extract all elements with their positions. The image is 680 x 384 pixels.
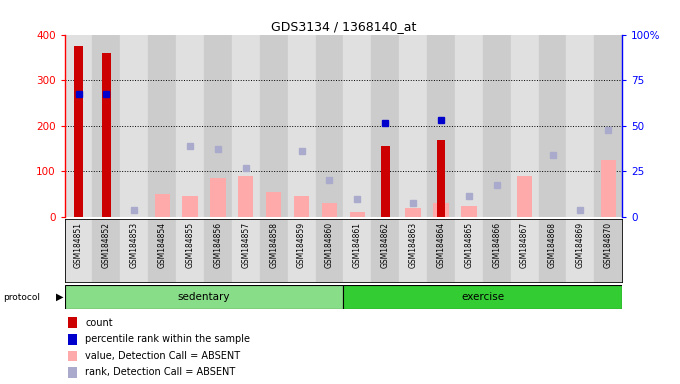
Bar xyxy=(316,35,343,217)
Bar xyxy=(399,219,427,282)
Bar xyxy=(461,205,477,217)
Text: percentile rank within the sample: percentile rank within the sample xyxy=(85,334,250,344)
Bar xyxy=(371,219,399,282)
Bar xyxy=(294,197,309,217)
Text: rank, Detection Call = ABSENT: rank, Detection Call = ABSENT xyxy=(85,367,235,377)
Bar xyxy=(381,146,390,217)
Bar xyxy=(232,219,260,282)
Bar xyxy=(427,35,455,217)
Text: exercise: exercise xyxy=(461,292,505,302)
Text: GSM184851: GSM184851 xyxy=(74,222,83,268)
Text: ▶: ▶ xyxy=(56,292,63,302)
Bar xyxy=(566,219,594,282)
Text: GSM184852: GSM184852 xyxy=(102,222,111,268)
Bar xyxy=(350,212,365,217)
Text: protocol: protocol xyxy=(3,293,40,302)
Text: GSM184862: GSM184862 xyxy=(381,222,390,268)
Text: GSM184861: GSM184861 xyxy=(353,222,362,268)
Bar xyxy=(483,219,511,282)
Text: GSM184867: GSM184867 xyxy=(520,222,529,268)
Text: GSM184856: GSM184856 xyxy=(214,222,222,268)
Bar xyxy=(566,35,594,217)
Bar xyxy=(316,219,343,282)
Bar xyxy=(594,219,622,282)
Bar xyxy=(483,35,511,217)
Text: GSM184858: GSM184858 xyxy=(269,222,278,268)
Bar xyxy=(65,35,92,217)
Bar xyxy=(322,203,337,217)
Text: GSM184860: GSM184860 xyxy=(325,222,334,268)
Bar xyxy=(511,35,539,217)
Bar xyxy=(371,35,399,217)
Bar xyxy=(427,219,455,282)
Bar xyxy=(148,219,176,282)
Bar xyxy=(437,141,445,217)
Text: GSM184870: GSM184870 xyxy=(604,222,613,268)
Text: GSM184857: GSM184857 xyxy=(241,222,250,268)
Bar xyxy=(288,219,316,282)
Bar xyxy=(238,176,254,217)
Bar xyxy=(260,219,288,282)
Bar xyxy=(176,219,204,282)
Bar xyxy=(204,35,232,217)
Text: sedentary: sedentary xyxy=(177,292,231,302)
Bar xyxy=(102,53,111,217)
Bar xyxy=(65,285,343,309)
Bar xyxy=(539,219,566,282)
Bar xyxy=(74,46,83,217)
Bar xyxy=(210,178,226,217)
Bar xyxy=(204,219,232,282)
Text: GSM184865: GSM184865 xyxy=(464,222,473,268)
Bar xyxy=(455,219,483,282)
Bar xyxy=(511,219,539,282)
Text: GSM184854: GSM184854 xyxy=(158,222,167,268)
Bar xyxy=(92,35,120,217)
Bar xyxy=(260,35,288,217)
Bar xyxy=(433,203,449,217)
Title: GDS3134 / 1368140_at: GDS3134 / 1368140_at xyxy=(271,20,416,33)
Bar xyxy=(92,219,120,282)
Text: GSM184868: GSM184868 xyxy=(548,222,557,268)
Bar xyxy=(343,219,371,282)
Bar xyxy=(232,35,260,217)
Bar xyxy=(517,176,532,217)
Text: GSM184863: GSM184863 xyxy=(409,222,418,268)
Bar xyxy=(120,35,148,217)
Bar xyxy=(600,160,616,217)
Bar xyxy=(120,219,148,282)
Bar xyxy=(154,194,170,217)
Text: GSM184853: GSM184853 xyxy=(130,222,139,268)
Bar xyxy=(594,35,622,217)
Bar xyxy=(148,35,176,217)
Bar xyxy=(65,219,92,282)
Text: GSM184869: GSM184869 xyxy=(576,222,585,268)
Text: GSM184855: GSM184855 xyxy=(186,222,194,268)
Bar xyxy=(176,35,204,217)
Bar xyxy=(266,192,282,217)
Bar xyxy=(399,35,427,217)
Text: GSM184859: GSM184859 xyxy=(297,222,306,268)
Text: value, Detection Call = ABSENT: value, Detection Call = ABSENT xyxy=(85,351,240,361)
Bar xyxy=(288,35,316,217)
Text: GSM184864: GSM184864 xyxy=(437,222,445,268)
Bar xyxy=(182,197,198,217)
Text: count: count xyxy=(85,318,113,328)
Bar xyxy=(343,285,622,309)
Bar xyxy=(455,35,483,217)
Bar xyxy=(539,35,566,217)
Bar xyxy=(343,35,371,217)
Bar xyxy=(405,208,421,217)
Text: GSM184866: GSM184866 xyxy=(492,222,501,268)
